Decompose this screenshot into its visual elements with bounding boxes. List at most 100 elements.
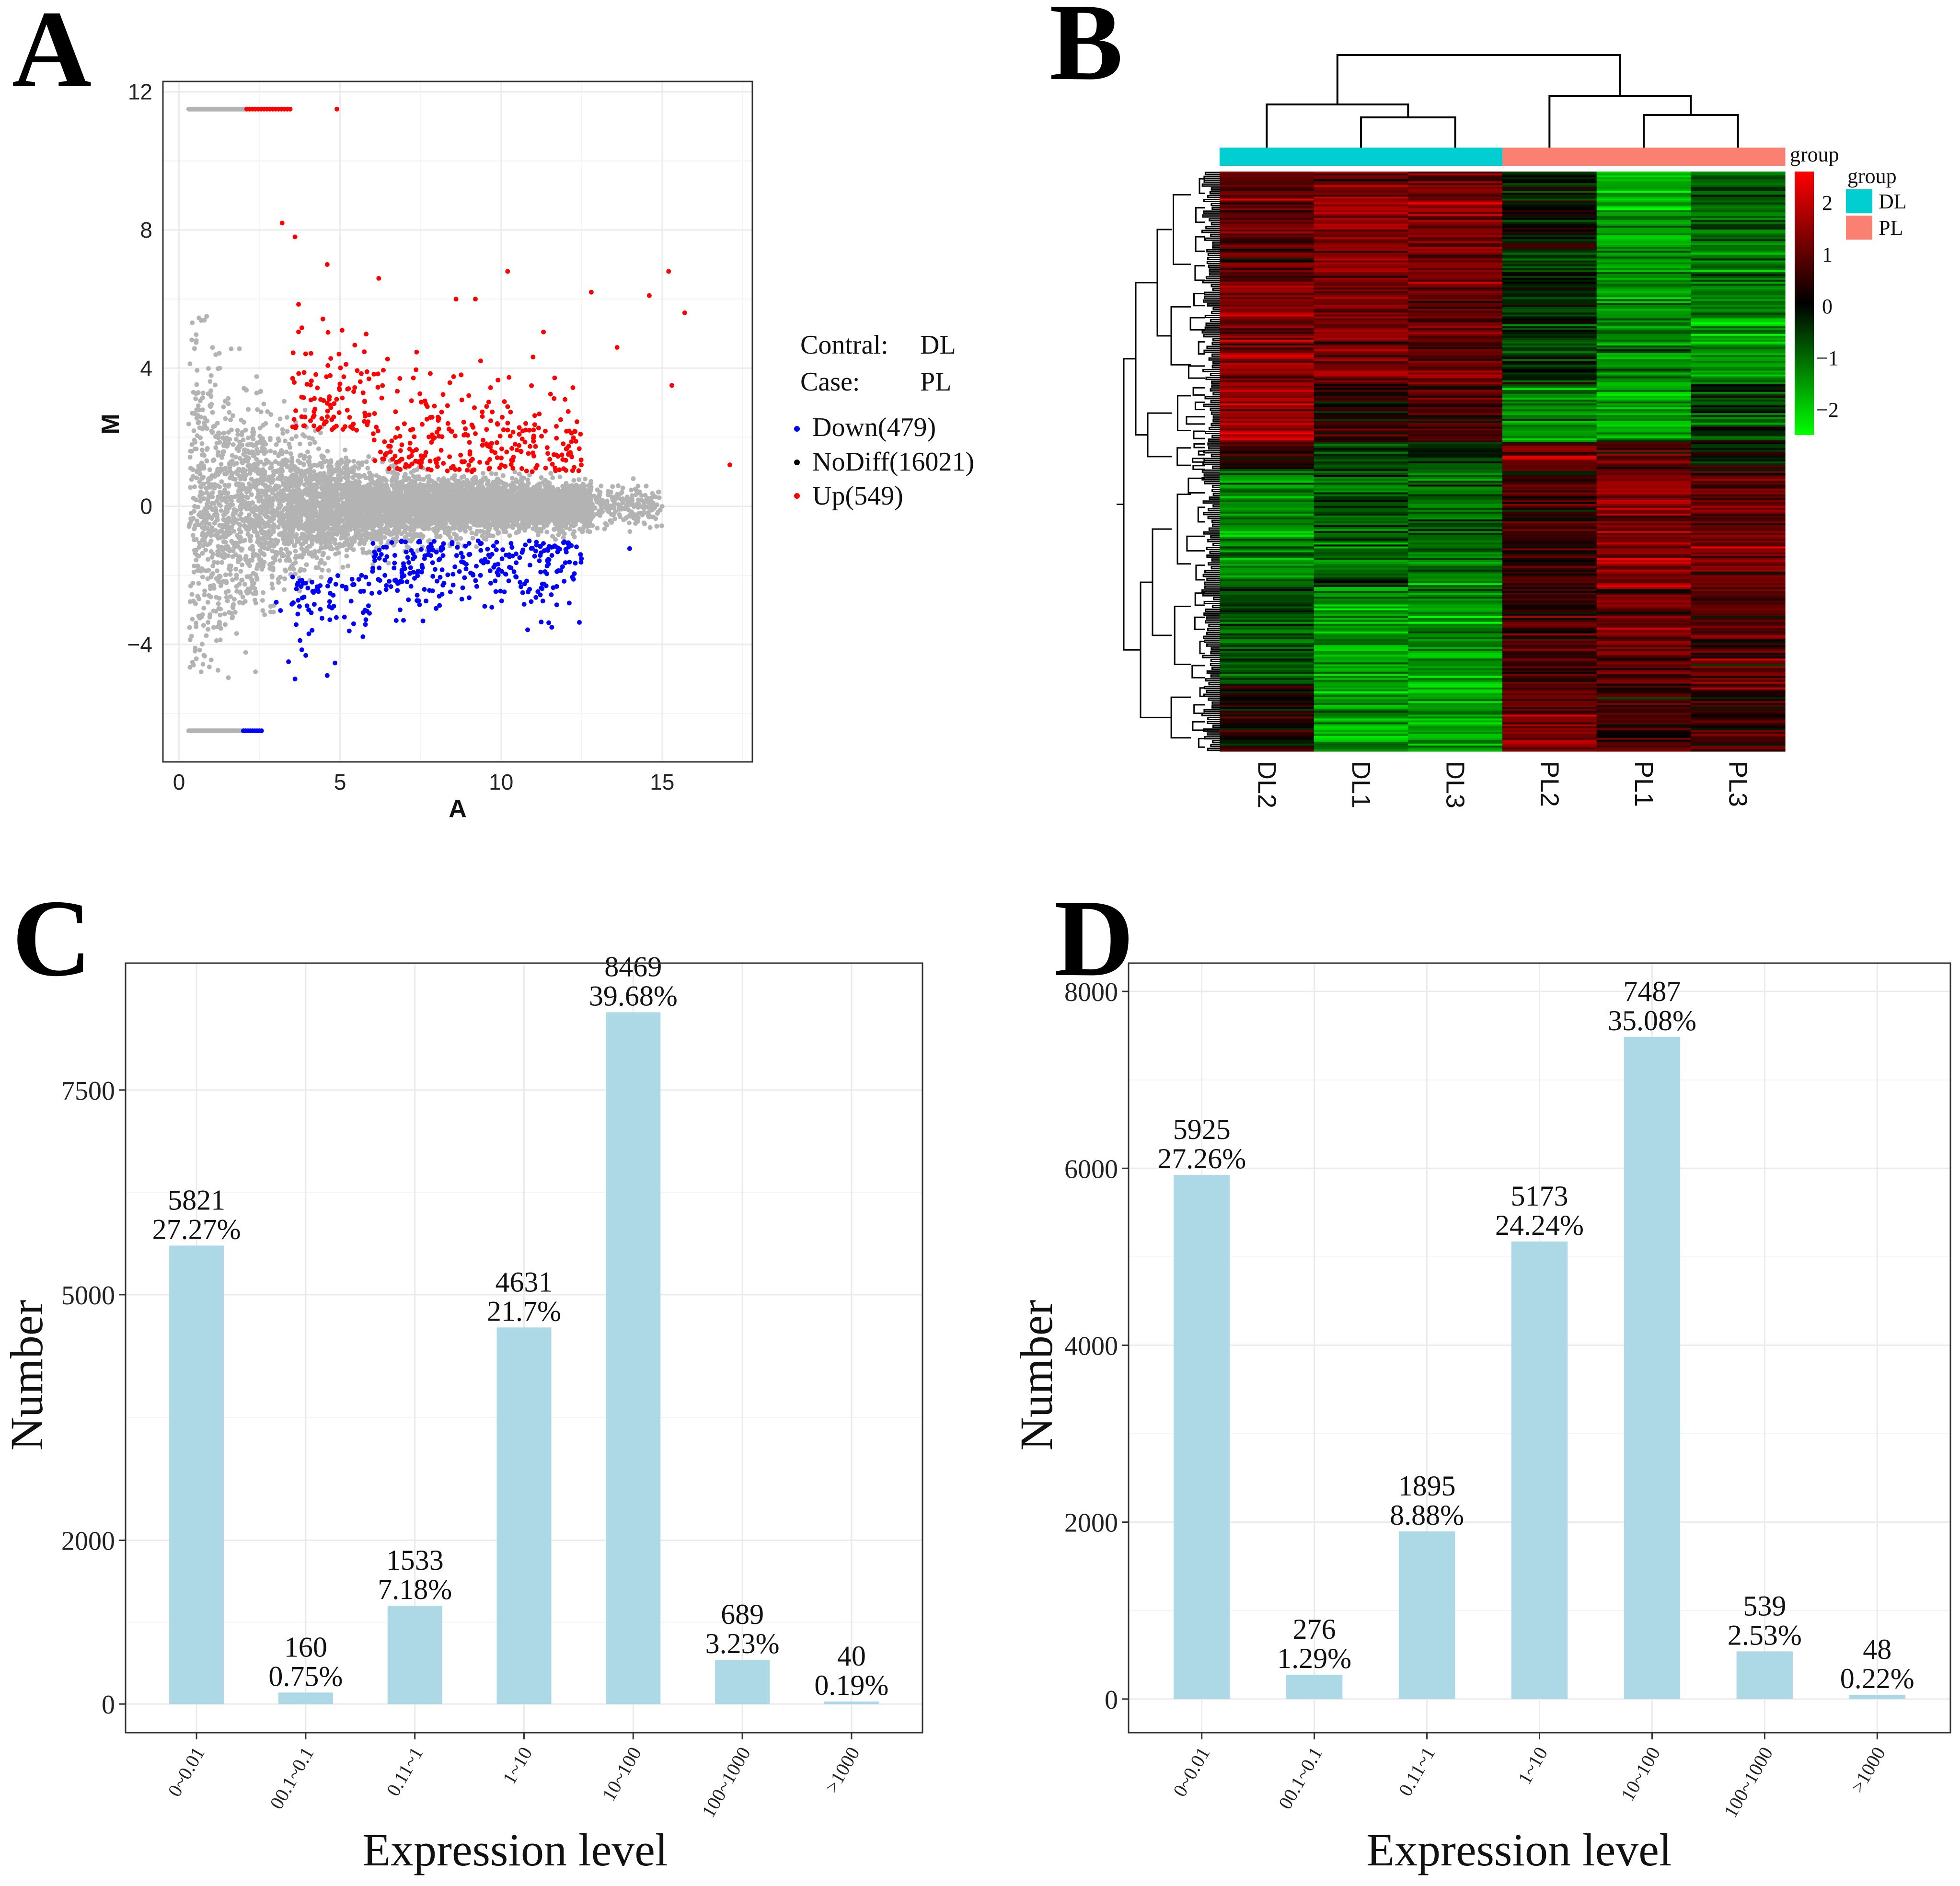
nodiff-point <box>619 490 624 494</box>
nodiff-point <box>284 449 289 455</box>
nodiff-point <box>314 555 319 560</box>
nodiff-point <box>374 473 379 478</box>
nodiff-point <box>382 535 387 540</box>
nodiff-point <box>206 620 211 625</box>
nodiff-point <box>288 451 293 456</box>
nodiff-point <box>253 600 258 606</box>
nodiff-point <box>282 438 288 444</box>
nodiff-point <box>242 476 247 482</box>
nodiff-point <box>237 346 242 351</box>
nodiff-point <box>254 374 259 379</box>
nodiff-point <box>365 466 370 471</box>
nodiff-point <box>595 526 600 531</box>
nodiff-point <box>647 525 653 530</box>
nodiff-point <box>229 346 234 351</box>
nodiff-point <box>216 601 221 606</box>
nodiff-point <box>194 537 199 542</box>
nodiff-point <box>204 490 209 495</box>
nodiff-point <box>239 417 244 423</box>
nodiff-point <box>320 486 325 491</box>
nodiff-point <box>639 493 644 498</box>
nodiff-point <box>437 534 442 539</box>
nodiff-point <box>197 435 203 440</box>
nodiff-point <box>236 556 241 562</box>
nodiff-point <box>226 483 231 488</box>
nodiff-point <box>227 410 232 415</box>
nodiff-point <box>517 472 522 476</box>
nodiff-point <box>367 470 372 475</box>
nodiff-point <box>408 539 414 544</box>
nodiff-point <box>308 441 312 447</box>
nodiff-point <box>210 345 215 350</box>
nodiff-point <box>379 539 383 544</box>
nodiff-point <box>224 580 229 586</box>
nodiff-point <box>474 544 479 549</box>
nodiff-point <box>599 483 604 489</box>
nodiff-point <box>548 471 553 476</box>
nodiff-point <box>202 654 208 659</box>
nodiff-point <box>550 475 555 480</box>
nodiff-point <box>620 485 625 491</box>
nodiff-point <box>304 562 309 567</box>
nodiff-point <box>196 522 201 528</box>
nodiff-point <box>195 518 200 524</box>
nodiff-point <box>248 538 253 543</box>
nodiff-point <box>243 650 248 655</box>
nodiff-point <box>351 459 357 464</box>
nodiff-point <box>263 483 268 488</box>
nodiff-point <box>206 366 211 371</box>
nodiff-point <box>293 555 298 561</box>
nodiff-point <box>214 638 219 643</box>
nodiff-point <box>289 436 294 441</box>
nodiff-point <box>224 595 229 600</box>
nodiff-point <box>489 471 494 476</box>
nodiff-point <box>200 391 206 396</box>
nodiff-point <box>268 466 273 471</box>
nodiff-point <box>348 536 353 541</box>
nodiff-point <box>321 551 326 556</box>
nodiff-point <box>216 544 221 549</box>
nodiff-point <box>240 577 245 583</box>
nodiff-point <box>194 382 199 387</box>
nodiff-point <box>237 456 242 461</box>
nodiff-point <box>196 403 201 408</box>
nodiff-point <box>235 432 241 437</box>
nodiff-point <box>265 409 270 414</box>
nodiff-point <box>458 536 463 541</box>
nodiff-point <box>297 441 302 447</box>
nodiff-point <box>257 389 263 394</box>
nodiff-point <box>285 458 290 463</box>
nodiff-point <box>257 524 262 529</box>
nodiff-point <box>364 459 369 464</box>
nodiff-point <box>268 412 274 417</box>
nodiff-point <box>550 534 555 539</box>
nodiff-point <box>235 428 240 433</box>
nodiff-point <box>254 447 259 452</box>
nodiff-point <box>199 460 204 466</box>
nodiff-point <box>609 520 614 525</box>
nodiff-point <box>282 399 287 404</box>
nodiff-point <box>316 446 321 451</box>
nodiff-point <box>221 430 227 436</box>
nodiff-point <box>230 615 235 621</box>
nodiff-point <box>219 581 224 586</box>
nodiff-point <box>187 455 193 460</box>
nodiff-point <box>260 598 265 603</box>
nodiff-point <box>509 475 515 481</box>
nodiff-point <box>526 481 531 486</box>
nodiff-point <box>655 509 660 515</box>
nodiff-point <box>620 496 625 501</box>
nodiff-point <box>269 581 275 586</box>
nodiff-point <box>535 532 541 538</box>
nodiff-point <box>191 428 196 433</box>
nodiff-point <box>312 462 317 468</box>
nodiff-point <box>194 475 199 481</box>
nodiff-point <box>201 606 207 611</box>
nodiff-point <box>226 675 231 680</box>
nodiff-point <box>231 529 237 534</box>
nodiff-point <box>228 417 233 423</box>
nodiff-point <box>287 492 292 497</box>
nodiff-point <box>237 582 242 587</box>
panel-label-d: D <box>1054 877 1134 999</box>
